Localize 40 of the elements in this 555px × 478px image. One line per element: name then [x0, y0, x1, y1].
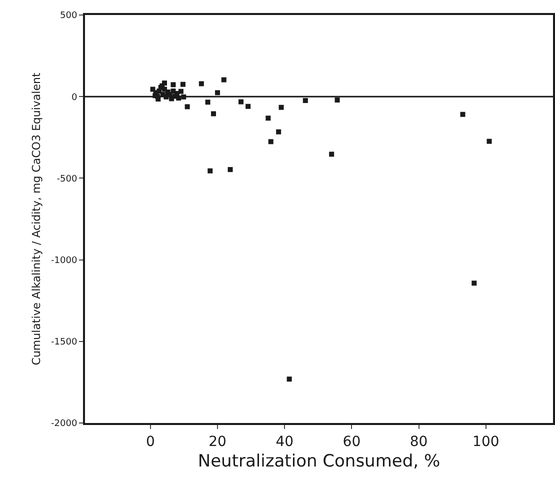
y-tick-label: -1500: [51, 338, 78, 348]
x-tick-label: 40: [276, 434, 294, 450]
point: [266, 116, 271, 121]
point: [472, 280, 477, 286]
point: [486, 138, 492, 144]
point: [162, 80, 168, 86]
point: [170, 88, 176, 94]
point: [276, 129, 282, 134]
point: [286, 376, 292, 382]
point: [238, 99, 244, 104]
point: [246, 104, 251, 109]
point: [334, 98, 340, 103]
point: [215, 90, 220, 96]
point: [205, 100, 210, 105]
y-tick-label: -2000: [51, 419, 78, 430]
point: [178, 88, 184, 94]
y-axis-title: Cumulative Alkalinity / Acidity, mg CaCO3 Equivalent: [30, 72, 44, 366]
point: [460, 112, 466, 117]
point: [170, 82, 176, 88]
point: [198, 81, 204, 86]
x-tick-label: 80: [410, 434, 428, 450]
x-tick-label: 0: [146, 434, 155, 450]
point: [268, 139, 274, 144]
point: [302, 98, 308, 104]
y-tick-label: -1000: [51, 256, 78, 266]
point: [208, 168, 213, 174]
point: [210, 111, 216, 116]
point: [329, 152, 334, 157]
x-tick-label: 60: [342, 434, 361, 450]
x-axis-title: Neutralization Consumed, %: [198, 452, 440, 472]
point: [180, 82, 186, 87]
point: [221, 77, 226, 82]
y-tick-label: -500: [56, 174, 78, 184]
point: [184, 104, 190, 110]
point: [278, 104, 284, 110]
x-tick-label: 100: [472, 434, 500, 450]
x-tick-label: 20: [208, 434, 226, 450]
point: [228, 167, 233, 172]
y-tick-label: 0: [71, 92, 78, 103]
y-tick-label: 500: [60, 11, 78, 22]
